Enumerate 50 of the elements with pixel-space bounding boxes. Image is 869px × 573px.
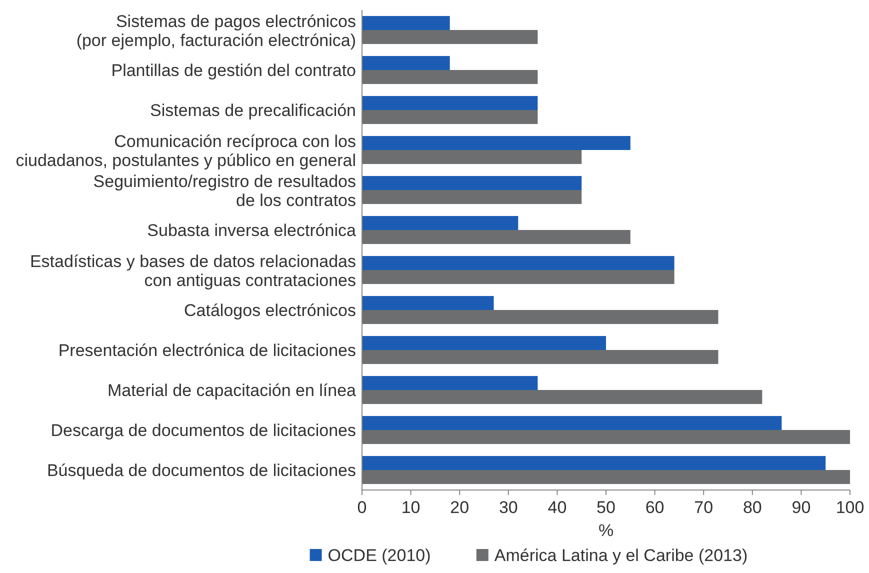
bar	[362, 110, 538, 124]
y-tick-label: Subasta inversa electrónica	[147, 221, 357, 240]
bar	[362, 136, 630, 150]
bar	[362, 176, 582, 190]
bar	[362, 150, 582, 164]
x-tick-label: 100	[836, 498, 864, 517]
x-tick-label: 40	[548, 498, 567, 517]
x-tick-label: 70	[694, 498, 714, 517]
y-tick-label: Material de capacitación en línea	[107, 381, 357, 400]
y-tick-label: Estadísticas y bases de datos relacionadas con antiguas contrataciones	[30, 252, 356, 290]
bar	[362, 70, 538, 84]
bar	[362, 430, 850, 444]
bar	[362, 270, 674, 284]
bar	[362, 96, 538, 110]
x-tick-label: 20	[450, 498, 470, 517]
bar	[362, 216, 518, 230]
bar	[362, 296, 494, 310]
bar	[362, 16, 450, 30]
x-tick-label: 60	[645, 498, 664, 517]
y-tick-label: Descarga de documentos de licitaciones	[50, 421, 356, 440]
x-axis-title: %	[598, 521, 614, 540]
x-tick-label: 50	[596, 498, 616, 517]
bar	[362, 30, 538, 44]
y-tick-label: Sistemas de pagos electrónicos (por ejemplo, facturación electrónica)	[76, 12, 356, 50]
bar	[362, 310, 718, 324]
y-tick-label: Plantillas de gestión del contrato	[111, 61, 356, 80]
y-tick-label: Comunicación recíproca con los ciudadanos, postulantes y público en general	[16, 132, 356, 170]
x-tick-label: 80	[742, 498, 762, 517]
bar	[362, 56, 450, 70]
bar	[362, 350, 718, 364]
bar	[362, 470, 850, 484]
bar	[362, 230, 630, 244]
bar	[362, 416, 782, 430]
x-tick-label: 0	[357, 498, 367, 517]
bar	[362, 390, 762, 404]
bar	[362, 336, 606, 350]
x-tick-label: 90	[792, 498, 811, 517]
bar	[362, 376, 538, 390]
x-tick-label: 10	[401, 498, 420, 517]
y-tick-label: Catálogos electrónicos	[184, 301, 356, 320]
y-tick-label: Búsqueda de documentos de licitaciones	[46, 461, 356, 480]
bar	[362, 256, 674, 270]
legend-label: América Latina y el Caribe (2013)	[494, 546, 748, 565]
bar	[362, 456, 826, 470]
y-tick-label: Presentación electrónica de licitaciones	[58, 341, 356, 360]
bar	[362, 190, 582, 204]
x-tick-label: 30	[498, 498, 518, 517]
y-tick-label: Sistemas de precalificación	[150, 101, 356, 120]
y-tick-label: Seguimiento/registro de resultados de los contratos	[93, 172, 356, 210]
legend-label: OCDE (2010)	[328, 546, 431, 565]
